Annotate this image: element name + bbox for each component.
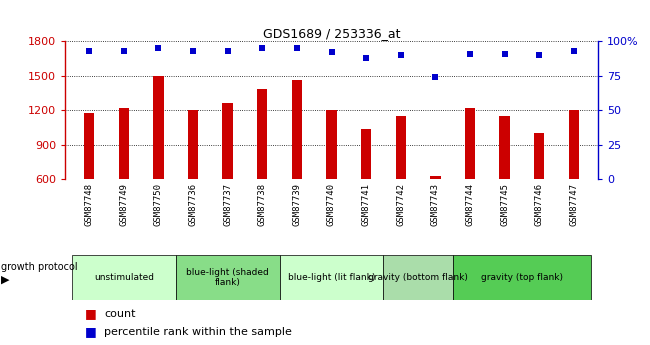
Bar	[280, 255, 384, 300]
Point	[430, 75, 441, 80]
Text: GSM87750: GSM87750	[154, 183, 163, 226]
Text: gravity (top flank): gravity (top flank)	[481, 273, 563, 282]
Text: percentile rank within the sample: percentile rank within the sample	[104, 327, 292, 336]
Text: GSM87739: GSM87739	[292, 183, 302, 226]
Point	[222, 48, 233, 54]
Point	[292, 46, 302, 51]
Point	[326, 50, 337, 55]
Bar	[153, 76, 164, 179]
Point	[534, 52, 544, 58]
Bar	[452, 255, 591, 300]
Point	[153, 46, 164, 51]
Text: unstimulated: unstimulated	[94, 273, 154, 282]
Bar	[222, 104, 233, 179]
Point	[361, 55, 371, 61]
Bar	[569, 110, 579, 179]
Bar	[430, 176, 441, 179]
Text: gravity (bottom flank): gravity (bottom flank)	[368, 273, 468, 282]
Text: GSM87743: GSM87743	[431, 183, 440, 226]
Point	[188, 48, 198, 54]
Bar	[384, 255, 452, 300]
Text: growth protocol: growth protocol	[1, 262, 77, 272]
Bar	[326, 110, 337, 179]
Text: GSM87746: GSM87746	[535, 183, 543, 226]
Text: GSM87742: GSM87742	[396, 183, 405, 226]
Bar	[188, 110, 198, 179]
Text: GSM87736: GSM87736	[188, 183, 198, 226]
Point	[84, 48, 94, 54]
Bar	[72, 255, 176, 300]
Point	[465, 51, 475, 57]
Text: blue-light (shaded
flank): blue-light (shaded flank)	[187, 268, 269, 287]
Text: GSM87745: GSM87745	[500, 183, 509, 226]
Point	[257, 46, 268, 51]
Bar	[84, 113, 94, 179]
Bar	[176, 255, 280, 300]
Title: GDS1689 / 253336_at: GDS1689 / 253336_at	[263, 27, 400, 40]
Text: ▶: ▶	[1, 275, 9, 285]
Point	[569, 48, 579, 54]
Bar	[292, 80, 302, 179]
Bar	[499, 116, 510, 179]
Text: count: count	[104, 309, 135, 318]
Text: GSM87748: GSM87748	[84, 183, 94, 226]
Text: blue-light (lit flank): blue-light (lit flank)	[288, 273, 375, 282]
Bar	[257, 89, 267, 179]
Text: GSM87740: GSM87740	[327, 183, 336, 226]
Text: GSM87744: GSM87744	[465, 183, 474, 226]
Bar	[465, 108, 475, 179]
Text: GSM87747: GSM87747	[569, 183, 578, 226]
Text: GSM87738: GSM87738	[258, 183, 266, 226]
Point	[119, 48, 129, 54]
Text: GSM87737: GSM87737	[223, 183, 232, 226]
Text: ■: ■	[84, 307, 96, 320]
Text: GSM87741: GSM87741	[361, 183, 370, 226]
Bar	[396, 116, 406, 179]
Text: ■: ■	[84, 325, 96, 338]
Bar	[361, 129, 371, 179]
Bar	[534, 134, 544, 179]
Point	[499, 51, 510, 57]
Text: GSM87749: GSM87749	[120, 183, 128, 226]
Bar	[119, 108, 129, 179]
Point	[395, 52, 406, 58]
